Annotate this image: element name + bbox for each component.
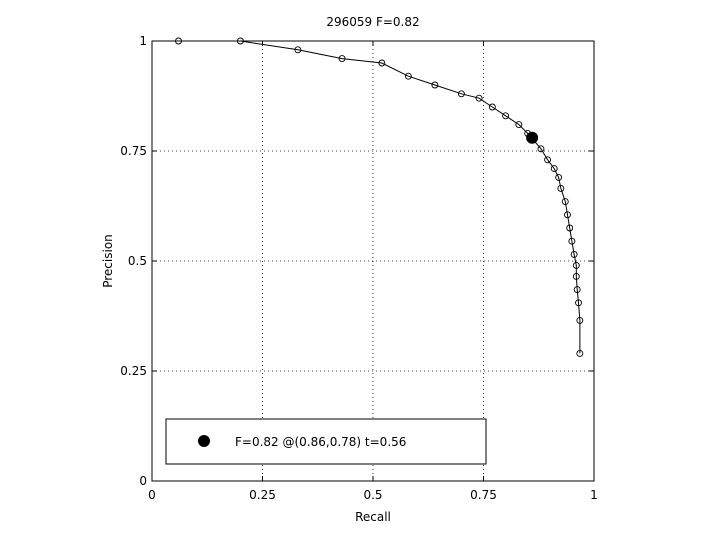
pr-curve-point [561,198,569,206]
pr-curve-point [572,261,580,269]
pr-curve-point [475,94,483,102]
pr-curve-point [537,145,545,153]
y-tick-label: 0 [139,474,147,488]
pr-curve-point [572,272,580,280]
pr-curve-point [566,224,574,232]
pr-curve-point [544,156,552,164]
pr-curve-point [575,299,582,307]
pr-curve-point [573,286,581,294]
pr-curve-point [555,173,563,181]
x-tick-label: 1 [590,488,598,502]
pr-curve-point [236,37,244,45]
grid [152,41,594,481]
pr-curve-point [294,46,302,54]
y-tick-label: 0.75 [120,144,147,158]
pr-curve-point [576,316,584,324]
pr-curve-point [557,184,565,192]
chart-title: 296059 F=0.82 [326,15,419,29]
x-tick-label: 0.25 [249,488,276,502]
legend: F=0.82 @(0.86,0.78) t=0.56 [165,418,487,465]
pr-curve-point [175,37,182,45]
pr-curve-point [404,72,412,80]
x-tick-label: 0.5 [363,488,382,502]
y-tick-label: 1 [139,34,147,48]
pr-curve-point [570,250,578,258]
legend-marker [198,435,210,447]
pr-curve-point [568,237,576,245]
pr-curve-line [178,40,581,354]
pr-curve-point [576,349,584,357]
pr-curve-point [338,55,346,63]
pr-curve-point [378,59,386,67]
pr-curve-point [515,121,523,129]
pr-curve-point [564,211,571,219]
series [175,37,584,357]
pr-curve-point [550,165,558,173]
x-tick-label: 0.75 [470,488,497,502]
pr-curve-point [488,103,496,111]
ticks: 0 0.25 0.5 0.75 1 0 0.25 0.5 0.75 1 [120,34,598,502]
y-tick-label: 0.25 [120,364,147,378]
x-tick-label: 0 [148,488,156,502]
x-axis-label: Recall [355,510,391,524]
best-f-point [526,131,539,144]
pr-curve-point [431,81,439,89]
pr-curve-point [502,112,510,120]
y-tick-label: 0.5 [128,254,147,268]
y-axis-label: Precision [101,234,115,288]
legend-label: F=0.82 @(0.86,0.78) t=0.56 [235,435,406,449]
pr-curve-point [457,90,465,98]
legend-box [165,418,487,465]
